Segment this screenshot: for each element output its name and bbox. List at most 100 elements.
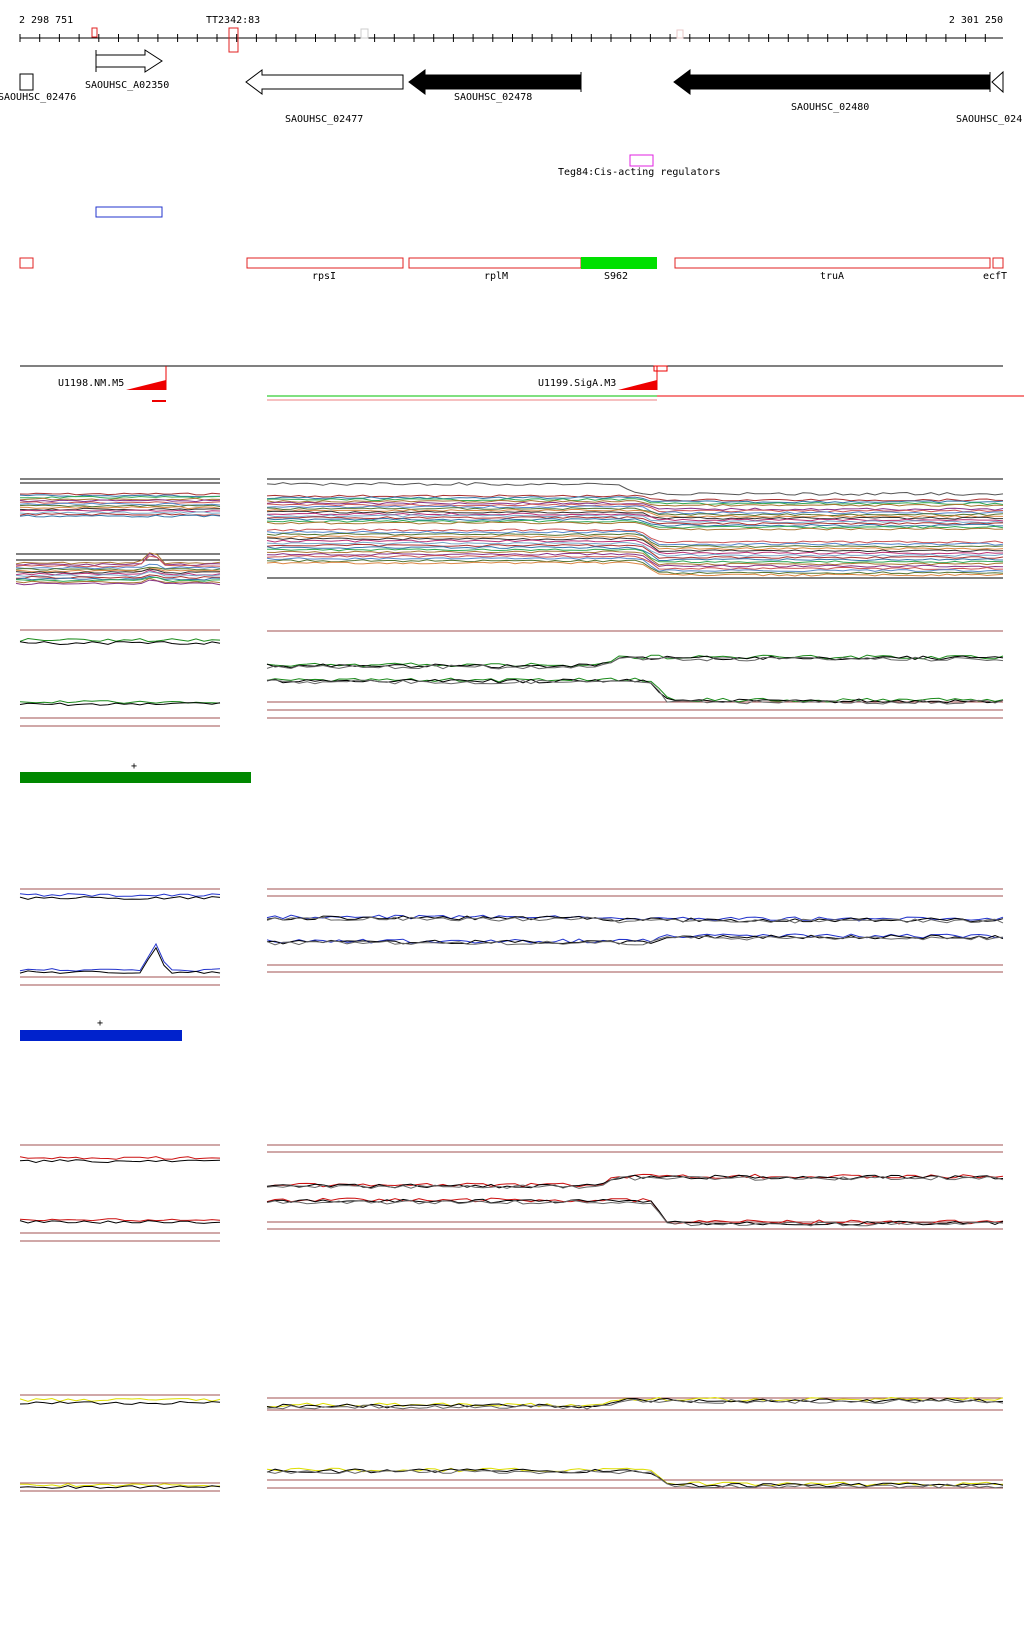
annotation-label: ecfT — [983, 271, 1007, 282]
trace-line — [266, 509, 1004, 518]
trace-line — [19, 497, 221, 501]
gene-02478-arrow[interactable] — [408, 69, 582, 95]
trace-line — [19, 506, 221, 510]
trace-line — [19, 896, 221, 900]
promoter-label: U1198.NM.M5 — [58, 378, 124, 389]
gene-label: SAOUHSC_A02350 — [85, 80, 169, 91]
trace-line — [266, 521, 1004, 531]
trace-line — [19, 494, 221, 498]
ruler-end-label: 2 301 250 — [949, 15, 1003, 26]
condition-bar-label: + — [131, 761, 137, 772]
trace-line — [266, 519, 1004, 529]
ruler-feature-mark[interactable] — [676, 29, 684, 39]
trace-line — [19, 1218, 221, 1222]
annotation-label: truA — [820, 271, 844, 282]
trace-line — [19, 1220, 221, 1224]
gene-label: SAOUHSC_02477 — [285, 114, 363, 125]
trace-line — [15, 567, 221, 573]
trace-line — [15, 579, 221, 586]
trace-line — [20, 495, 221, 499]
expression-block-multicolor — [15, 478, 1004, 586]
expression-block-green — [19, 629, 1004, 727]
annotation-rplm-box[interactable] — [408, 257, 582, 269]
trace-line — [266, 546, 1004, 562]
trace-line — [19, 1485, 221, 1490]
trace-line — [19, 1400, 221, 1405]
gene-0248x-arrow[interactable] — [991, 70, 1004, 94]
condition-bar-blue[interactable] — [20, 1030, 182, 1041]
trace-line — [15, 577, 221, 584]
trace-line — [266, 501, 1004, 511]
trace-line — [266, 1198, 1004, 1226]
ruler-feature-mark[interactable] — [91, 27, 98, 38]
trace-line — [19, 702, 221, 707]
annotation-label: rpsI — [312, 271, 336, 282]
condition-bar-label: + — [97, 1018, 103, 1029]
gene-02480-arrow[interactable] — [673, 69, 991, 95]
trace-line — [15, 571, 221, 578]
gene-label: SAOUHSC_02480 — [791, 102, 869, 113]
trace-line — [266, 498, 1004, 506]
trace-line — [266, 1174, 1004, 1189]
trace-line — [266, 1469, 1004, 1489]
expression-block-red — [19, 1144, 1004, 1242]
trace-line — [266, 514, 1004, 524]
annotation-trua-box[interactable] — [674, 257, 991, 269]
ruler-ticks — [19, 34, 986, 42]
promoter-wedge[interactable] — [126, 380, 166, 390]
trace-line — [266, 916, 1004, 924]
trace-line — [266, 510, 1003, 520]
trace-line — [266, 539, 1004, 555]
annotation-s962-box[interactable] — [581, 257, 657, 269]
regulator-track: Teg84:Cis-acting regulators — [558, 154, 721, 178]
promoter-track: U1198.NM.M5 U1199.SigA.M3 — [20, 365, 1024, 402]
expression-block-yellow — [19, 1394, 1004, 1492]
trace-line — [19, 499, 221, 503]
trace-line — [19, 1397, 221, 1402]
trace-line — [19, 514, 221, 518]
ruler-feature-mark[interactable] — [360, 28, 369, 39]
trace-line — [19, 492, 221, 496]
annotation-rpsi-box[interactable] — [246, 257, 404, 269]
promoter-wedge[interactable] — [618, 380, 657, 390]
gene-02477-arrow[interactable] — [245, 69, 404, 95]
trace-line — [266, 1398, 1004, 1410]
trace-line — [266, 535, 1004, 551]
trace-line — [266, 517, 1004, 527]
trace-line — [19, 509, 221, 513]
trace-line — [266, 678, 1004, 704]
ruler-start-label: 2 298 751 — [19, 15, 73, 26]
trace-line — [266, 679, 1004, 705]
trace-line — [20, 1483, 221, 1488]
trace-line — [266, 505, 1004, 515]
trace-line — [19, 1159, 221, 1164]
gene-a02350-arrow[interactable] — [95, 49, 163, 73]
promoter-site-box[interactable] — [653, 365, 668, 372]
gene-track: SAOUHSC_02476 SAOUHSC_A02350 SAOUHSC_024… — [0, 49, 1022, 125]
trace-line — [19, 641, 221, 646]
trace-line — [15, 576, 221, 583]
condition-bar-green[interactable] — [20, 772, 251, 783]
trace-line — [15, 555, 221, 568]
trace-line — [266, 496, 1004, 504]
trace-line — [266, 559, 1004, 575]
trace-line — [266, 550, 1004, 566]
trace-line — [266, 1175, 1004, 1190]
annotation-ecft-box[interactable] — [992, 257, 1004, 269]
trace-line — [19, 637, 221, 643]
expression-block-blue — [19, 888, 1004, 986]
trace-line — [266, 482, 1004, 496]
trace-line — [15, 552, 221, 565]
ruler-marker-box[interactable] — [228, 27, 239, 53]
trace-line — [266, 503, 1004, 513]
trace-line — [266, 494, 1004, 502]
feature-box-blue[interactable] — [95, 206, 163, 218]
regulator-box[interactable] — [629, 154, 654, 167]
annotation-box[interactable] — [19, 257, 34, 269]
trace-line — [19, 507, 221, 511]
trace-line — [15, 569, 221, 576]
trace-line — [19, 942, 221, 973]
trace-line — [266, 548, 1004, 564]
gene-02476-box[interactable] — [19, 73, 34, 91]
